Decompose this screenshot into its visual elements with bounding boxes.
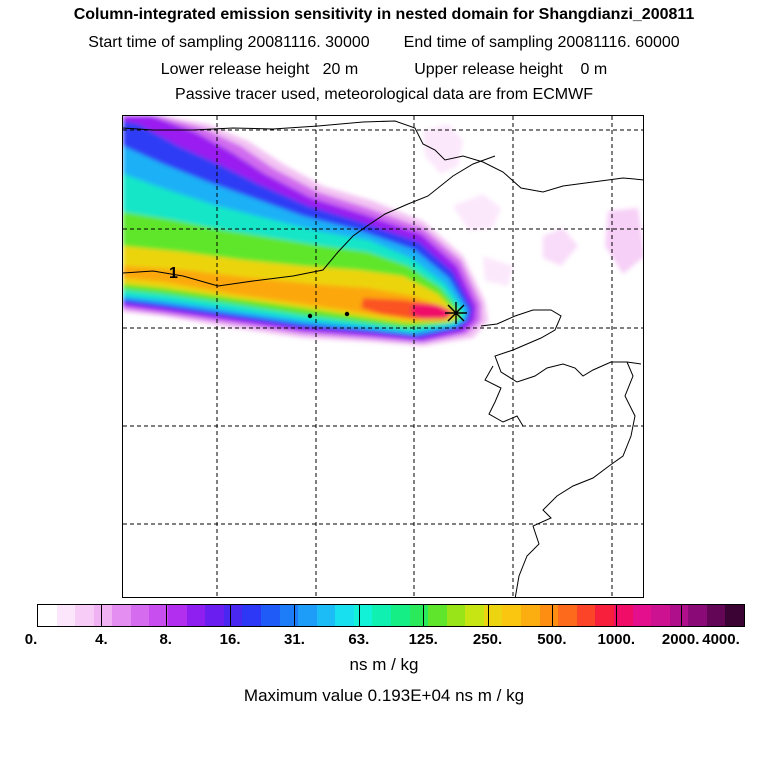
colorbar-tick-label: 1000. (597, 631, 636, 648)
coastline (514, 361, 636, 597)
colorbar-swatch (576, 605, 596, 626)
colorbar-separator (101, 604, 103, 627)
colorbar-swatch (428, 605, 447, 626)
faint-patch (483, 256, 513, 286)
colorbar-swatch (149, 605, 169, 626)
tracer-note: Passive tracer used, meteorological data… (175, 86, 593, 103)
colorbar-swatch (409, 605, 429, 626)
faint-patch (605, 208, 643, 274)
colorbar-separator (165, 604, 167, 627)
colorbar-separator (358, 604, 360, 627)
colorbar-swatch (242, 605, 261, 626)
colorbar-separator (616, 604, 618, 627)
chart-title: Column-integrated emission sensitivity i… (73, 6, 695, 23)
faint-patch (423, 124, 463, 174)
colorbar-swatch (298, 605, 317, 626)
map-svg: 1 (123, 116, 643, 597)
colorbar-swatch (279, 605, 299, 626)
maximum-value-label: Maximum value 0.193E+04 ns m / kg (243, 686, 525, 705)
upper-release-label: Upper release height 0 m (414, 61, 608, 78)
colorbar-tick-label: 31. (284, 631, 305, 648)
colorbar-swatch (706, 605, 726, 626)
city-dot (344, 311, 350, 317)
colorbar-swatch (669, 605, 689, 626)
sampling-start-label: Start time of sampling 20081116. 30000 (88, 34, 370, 51)
colorbar-tick-label: 8. (159, 631, 172, 648)
colorbar-separator (423, 604, 425, 627)
colorbar-swatch (223, 605, 243, 626)
colorbar-swatch (613, 605, 633, 626)
colorbar-swatch (168, 605, 187, 626)
colorbar-tick-label: 250. (472, 631, 503, 648)
colorbar-swatch (558, 605, 577, 626)
border-line (123, 155, 496, 287)
colorbar-swatch (38, 605, 57, 626)
colorbar-swatch (316, 605, 336, 626)
colorbar-swatch (56, 605, 76, 626)
colorbar-swatch (446, 605, 466, 626)
colorbar-swatch (112, 605, 131, 626)
coastline (484, 365, 524, 427)
lat-lon-grid (123, 116, 643, 597)
colorbar-separator (487, 604, 489, 627)
colorbar-tick-label: 2000. (661, 631, 700, 648)
colorbar-separator (230, 604, 232, 627)
faint-sensitivity-patches (423, 124, 643, 286)
colorbar-tick-label: 4000. (702, 631, 740, 648)
faint-patch (453, 194, 501, 231)
colorbar-swatch (75, 605, 94, 626)
lower-release-label: Lower release height 20 m (160, 61, 359, 78)
colorbar-swatch (595, 605, 614, 626)
faint-patch (543, 228, 578, 266)
receptor-station-marker (445, 302, 467, 324)
colorbar-swatch (372, 605, 391, 626)
colorbar-swatch (335, 605, 354, 626)
colorbar-tick-label: 500. (537, 631, 567, 648)
colorbar-separator (680, 604, 682, 627)
colorbar-tick-label: 0. (24, 631, 38, 648)
colorbar-swatch (186, 605, 206, 626)
colorbar-swatch (205, 605, 224, 626)
map-panel: 1 (122, 115, 644, 598)
colorbar-swatch (539, 605, 559, 626)
colorbar-swatch (725, 605, 744, 626)
plume-band-magenta (411, 304, 453, 319)
colorbar-swatch (502, 605, 522, 626)
colorbar-separator (294, 604, 296, 627)
colorbar-tick-label: 63. (348, 631, 370, 648)
contour-label: 1 (169, 265, 178, 282)
city-dot (307, 313, 313, 319)
coastline (480, 309, 642, 383)
colorbar-swatch (260, 605, 280, 626)
coastlines-and-borders (123, 120, 643, 597)
colorbar-swatch (465, 605, 484, 626)
colorbar-swatch (521, 605, 540, 626)
border-line (123, 120, 643, 193)
colorbar-swatch (390, 605, 410, 626)
colorbar (37, 604, 745, 627)
colorbar-swatch (688, 605, 707, 626)
sampling-end-label: End time of sampling 20081116. 60000 (403, 34, 680, 51)
colorbar-tick-label: 4. (95, 631, 108, 648)
sampling-times: Start time of sampling 20081116. 30000 En… (0, 34, 768, 52)
colorbar-swatch (651, 605, 670, 626)
colorbar-unit-label: ns m / kg (349, 655, 419, 674)
colorbar-tick-label: 125. (408, 631, 438, 648)
release-heights: Lower release height 20 m Upper release h… (0, 61, 768, 79)
colorbar-swatch (93, 605, 113, 626)
colorbar-separator (551, 604, 553, 627)
colorbar-swatch (632, 605, 652, 626)
colorbar-swatch (353, 605, 373, 626)
colorbar-swatch (130, 605, 150, 626)
colorbar-tick-label: 16. (219, 631, 241, 648)
